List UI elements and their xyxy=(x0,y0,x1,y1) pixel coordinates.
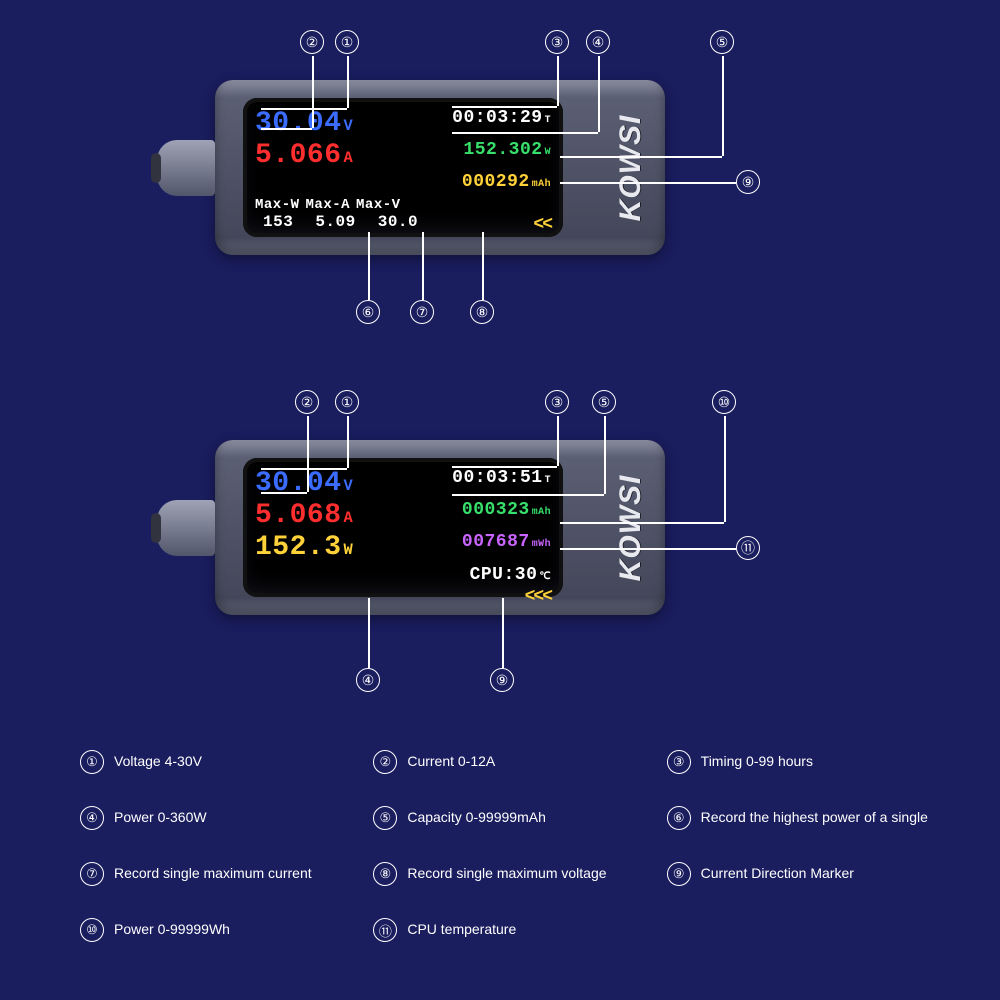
legend-item: ②Current 0-12A xyxy=(373,750,646,774)
max-values: 153 5.09 30.0 xyxy=(263,213,418,236)
current-value: 5.066A xyxy=(255,140,353,172)
legend-item: ①Voltage 4-30V xyxy=(80,750,353,774)
power-value: 152.302W xyxy=(463,140,551,172)
time-value: 00:03:29T xyxy=(452,108,551,140)
legend-item: ⑩Power 0-99999Wh xyxy=(80,918,353,942)
voltage-value: 30.04V xyxy=(255,108,353,140)
usb-c-connector xyxy=(157,140,215,196)
legend-item: ④Power 0-360W xyxy=(80,806,353,830)
legend: ①Voltage 4-30V ②Current 0-12A ③Timing 0-… xyxy=(80,750,940,942)
device-1-screen: 30.04V 00:03:29T 5.066A 152.302W 000292m… xyxy=(243,98,563,237)
capacity-value: 000292mAh xyxy=(462,172,551,193)
voltage-value: 30.04V xyxy=(255,468,353,500)
legend-item: ⑥Record the highest power of a single xyxy=(667,806,940,830)
direction-2: <<< xyxy=(525,587,551,608)
max-labels: Max-W Max-A Max-V xyxy=(255,197,551,213)
legend-item: ⑪CPU temperature xyxy=(373,918,646,942)
current-value: 5.068A xyxy=(255,500,353,532)
legend-item: ⑧Record single maximum voltage xyxy=(373,862,646,886)
infographic-stage: KOWSI 30.04V 00:03:29T 5.066A 152.302W xyxy=(0,0,1000,1000)
brand-label: KOWSI xyxy=(614,458,648,598)
legend-item: ⑤Capacity 0-99999mAh xyxy=(373,806,646,830)
usb-c-connector xyxy=(157,500,215,556)
brand-label: KOWSI xyxy=(614,98,648,238)
direction-1: << xyxy=(533,215,551,236)
power-value: 152.3W xyxy=(255,532,353,564)
device-2: KOWSI 30.04V 00:03:51T 5.068A 000323mAh xyxy=(215,440,665,615)
legend-item: ⑨Current Direction Marker xyxy=(667,862,940,886)
mah-value: 000323mAh xyxy=(462,500,551,532)
cpu-temp: CPU:30℃ xyxy=(470,565,551,586)
device-2-screen: 30.04V 00:03:51T 5.068A 000323mAh 152.3W xyxy=(243,458,563,597)
mwh-value: 007687mWh xyxy=(462,532,551,564)
legend-item: ⑦Record single maximum current xyxy=(80,862,353,886)
legend-item: ③Timing 0-99 hours xyxy=(667,750,940,774)
